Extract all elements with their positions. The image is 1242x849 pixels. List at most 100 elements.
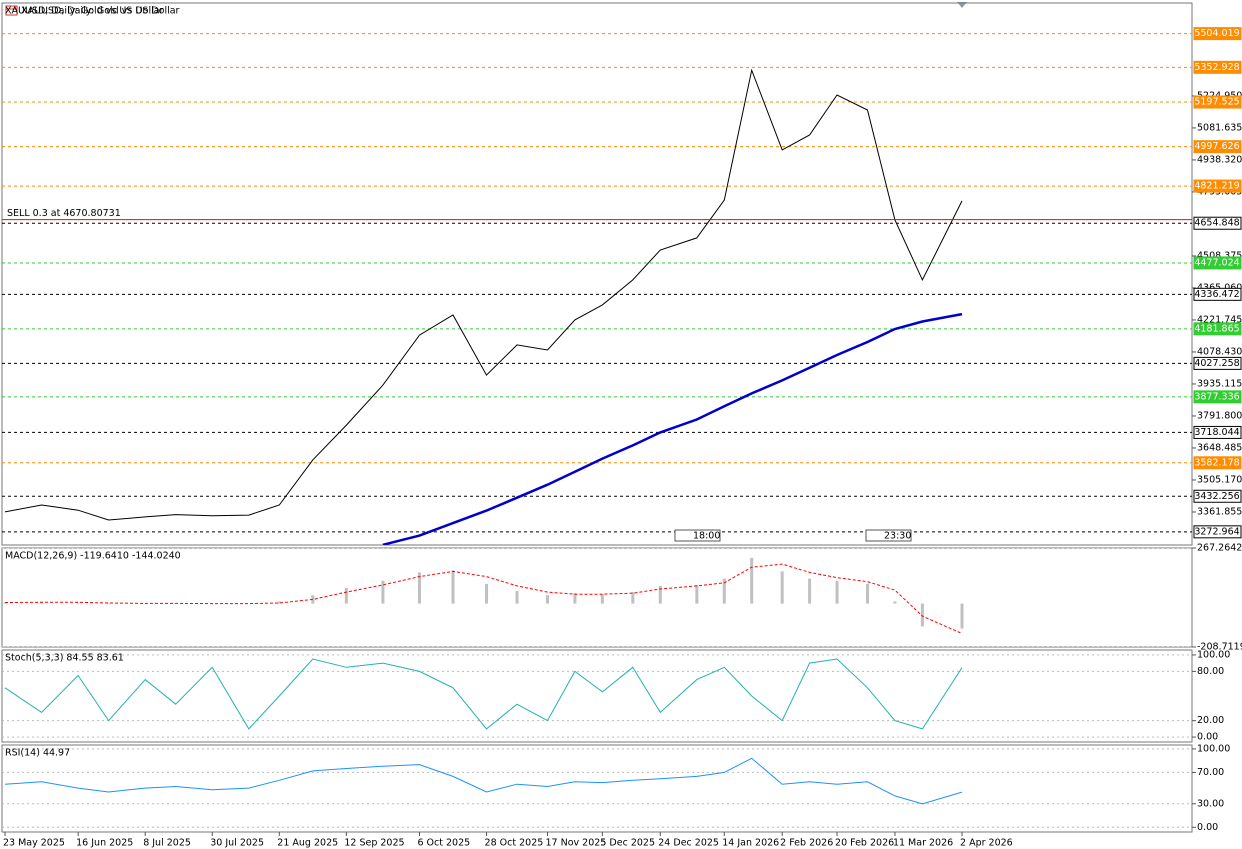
series-line (4, 68, 963, 521)
x-tick-label: 2 Apr 2026 (960, 838, 1013, 849)
histogram-bar (3, 602, 7, 604)
trade-label: SELL 0.3 at 4670.80731 (7, 208, 121, 219)
level-label-box (1193, 525, 1242, 539)
pane-title: RSI(14) 44.97 (5, 748, 70, 759)
x-tick-label: 16 Jun 2025 (76, 838, 133, 849)
level-label: 4997.626 (1194, 141, 1239, 152)
x-tick-label: 17 Nov 2025 (546, 838, 607, 849)
signal-line (4, 563, 963, 634)
y-tick-label: 3505.170 (1197, 474, 1242, 485)
y-tick-label: 3935.115 (1197, 378, 1242, 389)
series-line (4, 658, 963, 730)
y-tick-label: 100.00 (1197, 649, 1230, 660)
level-label: 4821.219 (1194, 181, 1239, 192)
x-tick-label: 24 Dec 2025 (658, 838, 719, 849)
pane-plot (2, 748, 1192, 828)
x-tick-label: 8 Jul 2025 (143, 838, 191, 849)
y-tick-label: 30.00 (1197, 798, 1224, 809)
histogram-bar (381, 580, 385, 604)
level-label-box (1193, 425, 1242, 439)
level-label-box (1193, 256, 1242, 270)
histogram-bar (960, 603, 964, 629)
pane-title: XAUUSD, Daily: Gold vs US Dollar (5, 6, 164, 17)
histogram-bar (573, 593, 577, 604)
level-label: 4654.848 (1194, 218, 1239, 229)
level-label: 3877.336 (1194, 391, 1239, 402)
level-label: 3272.964 (1194, 526, 1239, 537)
histogram-bar (750, 557, 754, 604)
level-label-box (1193, 60, 1242, 74)
annotation: 23:30 (884, 531, 911, 542)
level-label: 4336.472 (1194, 289, 1239, 300)
x-tick-label: 12 Sep 2025 (344, 838, 404, 849)
level-label-box (1193, 456, 1242, 470)
level-label-box (1193, 140, 1242, 154)
histogram-bar (485, 583, 489, 604)
pane-frame (1, 2, 1193, 546)
histogram-bar (107, 603, 111, 605)
level-label: 5197.525 (1194, 97, 1239, 108)
histogram-bar (920, 603, 924, 627)
level-label-box (1193, 27, 1242, 41)
histogram-bar (722, 578, 726, 604)
pane-plot (2, 548, 1192, 647)
level-label-box (1193, 356, 1242, 370)
pane-frame (1, 649, 1193, 743)
level-label-box (1193, 216, 1242, 230)
x-tick-label: 11 Mar 2026 (893, 838, 953, 849)
y-tick-label: 4508.375 (1197, 250, 1242, 261)
level-label: 4477.024 (1194, 257, 1239, 268)
y-tick-label: 0.00 (1197, 732, 1218, 743)
x-tick-label: 30 Jul 2025 (210, 838, 264, 849)
level-label: 4181.865 (1194, 323, 1239, 334)
histogram-bar (76, 602, 80, 604)
symbol-icon (5, 5, 18, 16)
y-tick-label: 3791.800 (1197, 410, 1242, 421)
level-label-box (1193, 95, 1242, 109)
histogram-bar (893, 601, 897, 604)
x-tick-label: 21 Aug 2025 (277, 838, 338, 849)
pane-plot (2, 33, 1192, 545)
level-label: 4027.258 (1194, 358, 1239, 369)
histogram-bar (417, 572, 421, 604)
chart-title: XAUUSD, Daily: Gold vs US Dollar (21, 6, 180, 17)
histogram-bar (695, 584, 699, 604)
y-tick-label: 20.00 (1197, 715, 1224, 726)
histogram-bar (835, 580, 839, 604)
y-tick-label: 5081.635 (1197, 122, 1242, 133)
histogram-bar (277, 601, 281, 604)
level-label: 3718.044 (1194, 427, 1239, 438)
level-label: 3432.256 (1194, 491, 1239, 502)
histogram-bar (631, 592, 635, 604)
level-label-box (1193, 179, 1242, 193)
annotation-box (674, 529, 721, 542)
series-line (382, 312, 963, 545)
histogram-bar (546, 595, 550, 604)
histogram-bar (311, 595, 315, 604)
annotation: 18:00 (693, 531, 720, 542)
x-tick-label: 14 Jan 2026 (722, 838, 779, 849)
histogram-bar (515, 591, 519, 604)
level-label: 3582.178 (1194, 457, 1239, 468)
pane-frame (1, 744, 1193, 833)
pane-title: Stoch(5,3,3) 84.55 83.61 (5, 653, 124, 664)
y-tick-label: 0.00 (1197, 822, 1218, 833)
y-tick-label: 4938.320 (1197, 154, 1242, 165)
pane-title: MACD(12,26,9) -119.6410 -144.0240 (5, 551, 181, 562)
x-tick-label: 5 Dec 2025 (600, 838, 655, 849)
y-tick-label: 100.00 (1197, 743, 1230, 754)
level-label-box (1193, 390, 1242, 404)
y-tick-label: 3361.855 (1197, 506, 1242, 517)
histogram-bar (780, 571, 784, 604)
x-tick-label: 20 Feb 2026 (835, 838, 894, 849)
level-label: 5504.019 (1194, 28, 1239, 39)
y-tick-label: 3648.485 (1197, 442, 1242, 453)
x-tick-label: 23 May 2025 (3, 838, 65, 849)
level-label-box (1193, 489, 1242, 503)
y-tick-label: 70.00 (1197, 767, 1224, 778)
histogram-bar (866, 583, 870, 604)
histogram-bar (451, 570, 455, 604)
y-tick-label: 4078.430 (1197, 346, 1242, 357)
histogram-bar (658, 585, 662, 604)
